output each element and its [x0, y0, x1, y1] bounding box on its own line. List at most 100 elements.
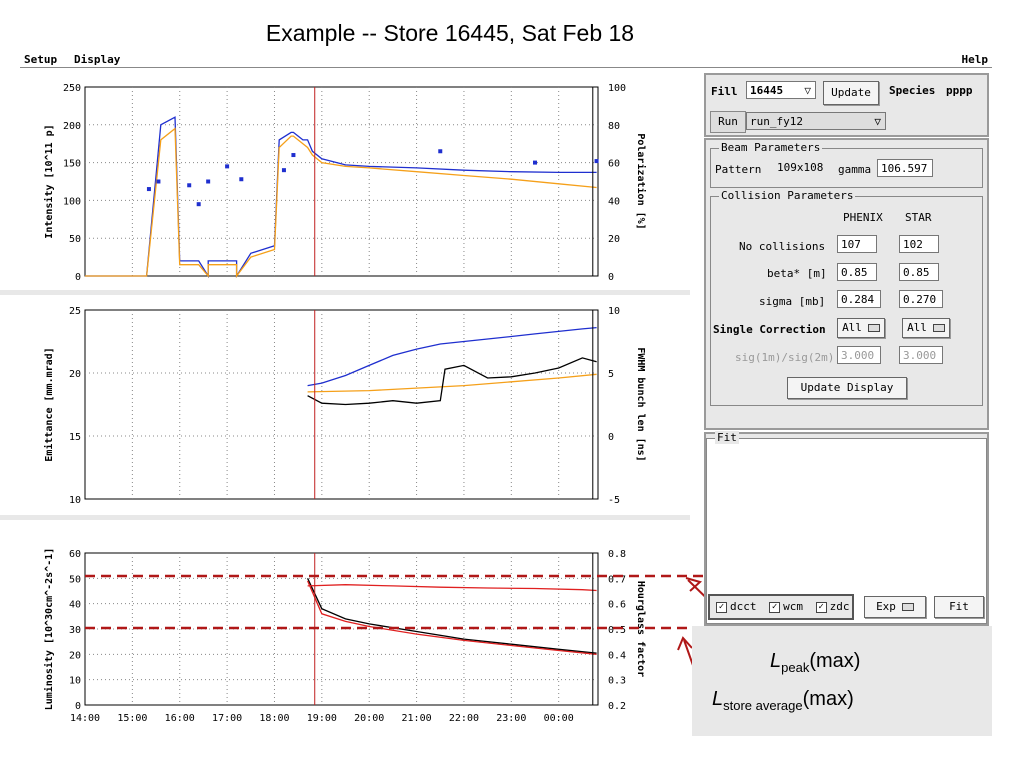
- x-tick-label: 18:00: [259, 713, 289, 724]
- y2-tick-label: 100: [608, 83, 626, 94]
- sigma-star-input[interactable]: 0.270: [899, 290, 943, 308]
- y-tick-label: 250: [63, 83, 81, 94]
- annotation-peak: Lpeak(max): [770, 650, 861, 675]
- gamma-label: gamma: [838, 163, 872, 176]
- single-correction-phenix-menu[interactable]: All: [837, 318, 885, 338]
- y2-tick-label: 5: [608, 369, 614, 380]
- y-tick-label: 25: [69, 306, 81, 317]
- plot-frame: [84, 86, 599, 277]
- series-line: [307, 357, 597, 406]
- y-tick-label: 0: [75, 272, 81, 283]
- y2-tick-label: 20: [608, 234, 620, 245]
- series-line: [307, 584, 597, 592]
- polarization-marker: [146, 187, 151, 192]
- sig-ratio-star-input: 3.000: [899, 346, 943, 364]
- run-label: Run: [710, 111, 746, 133]
- series-line: [307, 326, 597, 387]
- fit-button[interactable]: Fit: [934, 596, 984, 618]
- beam-parameters-group: Beam Parameters Pattern 109x108 gamma 10…: [710, 141, 983, 188]
- run-select[interactable]: run_fy12 ▽: [746, 112, 886, 130]
- parameters-panel: Beam Parameters Pattern 109x108 gamma 10…: [704, 138, 989, 430]
- gamma-input[interactable]: 106.597: [877, 159, 933, 177]
- single-correction-star-menu[interactable]: All: [902, 318, 950, 338]
- no-collisions-phenix-input[interactable]: 107: [837, 235, 877, 253]
- y-tick-label: 0: [75, 701, 81, 712]
- y-tick-label: 20: [69, 369, 81, 380]
- y2-tick-label: 0.7: [608, 574, 626, 585]
- y-axis-label: Luminosity [10^30cm^-2s^-1]: [43, 548, 55, 711]
- pattern-label: Pattern: [715, 163, 762, 176]
- y-tick-label: 40: [69, 600, 81, 611]
- pattern-value: 109x108: [777, 161, 824, 174]
- plot-frame: [84, 309, 599, 500]
- x-tick-label: 15:00: [117, 713, 147, 724]
- beta-star-star-input[interactable]: 0.85: [899, 263, 939, 281]
- y-tick-label: 30: [69, 625, 81, 636]
- beam-parameters-title: Beam Parameters: [719, 141, 823, 154]
- fit-group: Fit: [706, 431, 987, 624]
- beta-star-label: beta* [m]: [767, 267, 827, 280]
- beta-star-phenix-input[interactable]: 0.85: [837, 263, 877, 281]
- exp-menu[interactable]: Exp: [864, 596, 926, 618]
- polarization-marker: [291, 153, 296, 158]
- fill-select[interactable]: 16445 ▽: [746, 81, 816, 99]
- polarization-marker: [438, 149, 443, 154]
- annotation-store-average: Lstore average(max): [712, 688, 854, 713]
- no-collisions-label: No collisions: [739, 240, 826, 253]
- polarization-marker: [156, 179, 161, 184]
- x-tick-label: 23:00: [496, 713, 526, 724]
- species-label: Species: [889, 84, 936, 97]
- average-arrow-head: [677, 636, 693, 651]
- polarization-marker: [187, 183, 192, 188]
- y-tick-label: 10: [69, 495, 81, 506]
- series-line: [85, 127, 597, 278]
- chevron-down-icon: ▽: [874, 115, 881, 128]
- menu-setup[interactable]: Setup: [24, 53, 58, 66]
- panel-separator: [0, 515, 690, 520]
- x-tick-label: 00:00: [544, 713, 574, 724]
- y2-tick-label: 0.8: [608, 549, 626, 560]
- zdc-checkbox[interactable]: ✓: [815, 601, 827, 613]
- series-line: [85, 116, 597, 279]
- update-display-button[interactable]: Update Display: [787, 377, 907, 399]
- y2-tick-label: 40: [608, 196, 620, 207]
- y2-axis-label: Hourglass factor: [635, 581, 646, 677]
- menu-bar: Setup Display Help: [20, 51, 992, 68]
- collision-parameters-group: Collision Parameters PHENIX STAR No coll…: [710, 189, 983, 406]
- single-correction-label: Single Correction: [713, 323, 826, 336]
- dcct-checkbox[interactable]: ✓: [716, 601, 727, 613]
- x-tick-label: 17:00: [212, 713, 242, 724]
- no-collisions-star-input[interactable]: 102: [899, 235, 939, 253]
- fill-label: Fill: [711, 85, 738, 98]
- y2-tick-label: 0.4: [608, 650, 626, 661]
- menu-display[interactable]: Display: [74, 53, 121, 66]
- y2-axis-label: FWHM bunch len [ns]: [635, 347, 646, 461]
- source-checkboxes: ✓ dcct ✓ wcm ✓ zdc: [708, 594, 854, 620]
- y2-tick-label: 0: [608, 272, 614, 283]
- fill-run-panel: Fill 16445 ▽ Update Species pppp Run run_…: [704, 73, 989, 137]
- sigma-phenix-input[interactable]: 0.284: [837, 290, 881, 308]
- y-tick-label: 50: [69, 574, 81, 585]
- species-value: pppp: [946, 84, 973, 97]
- peak-arrow-head: [685, 577, 703, 592]
- x-tick-label: 21:00: [402, 713, 432, 724]
- y-axis-label: Emittance [mm.mrad]: [43, 347, 55, 461]
- y2-tick-label: 10: [608, 306, 620, 317]
- sigma-label: sigma [mb]: [759, 295, 826, 308]
- star-header: STAR: [905, 211, 932, 224]
- polarization-marker: [533, 160, 537, 165]
- polarization-marker: [225, 164, 230, 169]
- phenix-header: PHENIX: [843, 211, 883, 224]
- slide-title: Example -- Store 16445, Sat Feb 18: [265, 20, 635, 46]
- polarization-marker: [281, 168, 286, 173]
- sig-ratio-label: sig(1m)/sig(2m): [735, 351, 835, 364]
- y2-tick-label: 0.5: [608, 625, 626, 636]
- panel-separator: [0, 290, 690, 295]
- y2-tick-label: 60: [608, 159, 620, 170]
- y-tick-label: 10: [69, 676, 81, 687]
- update-button[interactable]: Update: [823, 81, 879, 105]
- x-tick-label: 20:00: [354, 713, 384, 724]
- menu-help[interactable]: Help: [961, 53, 989, 66]
- wcm-checkbox[interactable]: ✓: [769, 601, 781, 613]
